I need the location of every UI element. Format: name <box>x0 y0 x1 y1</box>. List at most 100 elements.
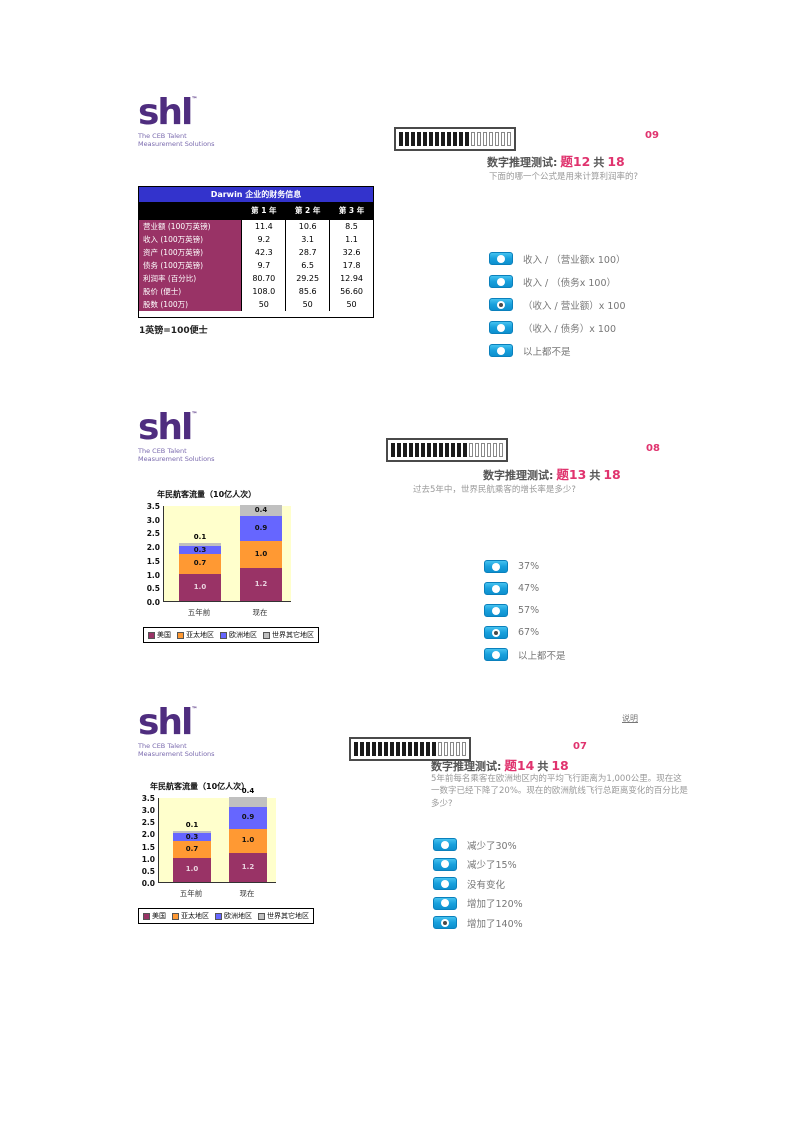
answer-option[interactable]: 37% <box>484 560 566 573</box>
progress-segment-filled <box>447 132 451 146</box>
shl-logo-text: shl <box>138 407 193 448</box>
answer-option[interactable]: 67% <box>484 626 566 639</box>
radio-button[interactable] <box>489 275 513 288</box>
bar-segment: 0.9 <box>240 516 282 541</box>
progress-segment-empty <box>450 742 454 756</box>
y-tick-label: 1.5 <box>141 842 155 852</box>
bar-segment: 1.0 <box>179 573 221 601</box>
radio-button[interactable] <box>484 648 508 661</box>
radio-dot <box>441 899 449 907</box>
radio-dot <box>441 879 449 888</box>
column-header: 第 1 年 <box>241 201 286 220</box>
bar-segment-value: 0.4 <box>241 787 255 795</box>
legend-label: 世界其它地区 <box>267 912 309 920</box>
shl-logo: shl™ The CEB Talent Measurement Solution… <box>138 95 228 149</box>
radio-dot <box>441 840 449 849</box>
answer-option[interactable]: 以上都不是 <box>484 648 566 662</box>
table-padding-cell <box>138 310 374 318</box>
radio-dot <box>492 584 500 593</box>
legend-swatch <box>148 631 155 639</box>
answer-option[interactable]: 增加了120% <box>433 896 523 910</box>
y-tick-label: 0.0 <box>146 598 160 607</box>
option-label: 67% <box>518 627 540 638</box>
bar-segment: 0.7 <box>173 840 211 858</box>
table-row: 营业额 (100万英镑) 11.4 10.6 8.5 <box>138 219 374 233</box>
answer-option[interactable]: 减少了15% <box>433 857 523 871</box>
answer-option[interactable]: 47% <box>484 582 566 595</box>
radio-dot <box>497 346 505 355</box>
legend-swatch <box>215 912 222 920</box>
progress-segment-filled <box>366 742 370 756</box>
cell-value: 50 <box>241 297 286 311</box>
stacked-bar: 1.0 0.7 0.3 0.1 <box>173 821 211 882</box>
radio-button[interactable] <box>433 877 457 890</box>
option-label: 增加了140% <box>467 918 523 930</box>
progress-segment-empty <box>475 443 479 457</box>
answer-option[interactable]: 减少了30% <box>433 838 523 852</box>
radio-button[interactable] <box>489 344 513 357</box>
bar-segment: 1.2 <box>240 568 282 601</box>
table-row: 利润率 (百分比) 80.70 29.25 12.94 <box>138 271 374 285</box>
answer-option[interactable]: 收入 / （债务x 100） <box>489 275 626 289</box>
question-number: 题13 <box>556 467 587 482</box>
answer-option[interactable]: 没有变化 <box>433 877 523 891</box>
shl-logo-text: shl <box>138 92 193 133</box>
y-tick-label: 0.0 <box>141 879 155 888</box>
legend-item: 美国 <box>148 630 171 640</box>
cell-value: 42.3 <box>241 245 286 259</box>
answer-option[interactable]: 57% <box>484 604 566 617</box>
of-label: 共 <box>537 760 549 773</box>
radio-button-selected[interactable] <box>484 626 508 639</box>
bar-segment: 1.0 <box>229 828 267 853</box>
radio-dot <box>497 300 505 309</box>
table-row: 资产 (100万英镑) 42.3 28.7 32.6 <box>138 245 374 259</box>
table-row: 收入 (100万英镑) 9.2 3.1 1.1 <box>138 232 374 246</box>
radio-button[interactable] <box>433 896 457 910</box>
row-label: 股价 (便士) <box>138 284 242 298</box>
legend-label: 美国 <box>152 912 166 920</box>
of-label: 共 <box>589 469 601 482</box>
progress-segment-filled <box>390 742 394 756</box>
radio-button-selected[interactable] <box>433 916 457 929</box>
instructions-link[interactable]: 说明 <box>622 714 638 723</box>
y-axis: 0.0 0.5 1.0 1.5 2.0 2.5 3.0 3.5 <box>138 794 158 888</box>
progress-segment-filled <box>463 443 467 457</box>
answer-option[interactable]: （收入 / 营业额）x 100 <box>489 298 626 312</box>
legend-item: 世界其它地区 <box>263 630 314 640</box>
x-axis-labels: 五年前 现在 <box>138 888 276 900</box>
test-title: 数字推理测试: <box>483 469 554 482</box>
test-title: 数字推理测试: <box>487 156 558 169</box>
radio-dot <box>492 650 500 659</box>
radio-button[interactable] <box>484 582 508 595</box>
legend-swatch <box>172 912 179 920</box>
cell-value: 50 <box>329 297 374 311</box>
radio-button[interactable] <box>489 252 513 265</box>
radio-dot <box>441 918 449 927</box>
legend-label: 亚太地区 <box>186 631 214 639</box>
cell-value: 9.2 <box>241 232 286 246</box>
answer-option[interactable]: 收入 / （营业额x 100） <box>489 252 626 266</box>
radio-button[interactable] <box>489 321 513 334</box>
cell-value: 108.0 <box>241 284 286 298</box>
legend-swatch <box>263 631 270 639</box>
progress-segment-filled <box>391 443 395 457</box>
answer-option[interactable]: 以上都不是 <box>489 344 626 358</box>
radio-button-selected[interactable] <box>489 298 513 311</box>
radio-button[interactable] <box>484 604 508 617</box>
cell-value: 50 <box>285 297 330 311</box>
radio-button[interactable] <box>484 560 508 573</box>
bar-segment: 1.2 <box>229 852 267 882</box>
radio-dot <box>492 562 500 571</box>
progress-bar <box>394 127 516 151</box>
answer-option[interactable]: （收入 / 债务）x 100 <box>489 321 626 335</box>
progress-segment-empty <box>477 132 481 146</box>
answer-option[interactable]: 增加了140% <box>433 916 523 930</box>
radio-button[interactable] <box>433 838 457 851</box>
passenger-volume-chart: 年民航客流量（10亿人次） 0.0 0.5 1.0 1.5 2.0 2.5 3.0 3.5 1.0… <box>138 781 314 924</box>
bar-segment: 0.4 <box>240 505 282 516</box>
row-label: 债务 (100万英镑) <box>138 258 242 272</box>
total-questions: 18 <box>603 467 621 482</box>
radio-button[interactable] <box>433 857 457 871</box>
progress-segment-filled <box>435 132 439 146</box>
answer-options: 37% 47% 57% 67% 以上都不是 <box>484 560 566 670</box>
